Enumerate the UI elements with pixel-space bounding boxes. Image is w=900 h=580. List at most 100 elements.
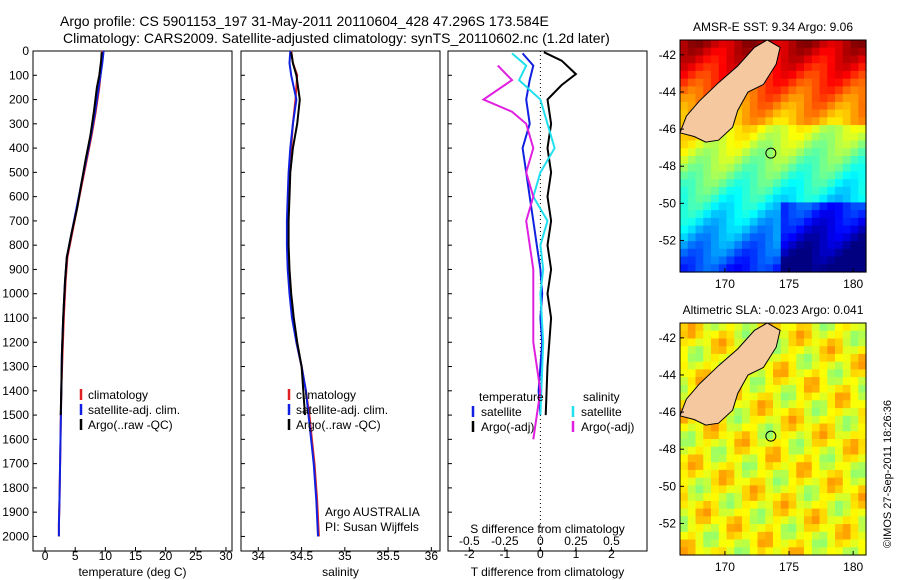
map-cell xyxy=(788,485,797,494)
map-cell xyxy=(742,210,751,219)
map-cell xyxy=(718,140,728,149)
map-cell xyxy=(749,323,759,332)
map-cell xyxy=(788,547,797,556)
map-cell xyxy=(711,241,720,250)
y-tick-label: 300 xyxy=(9,117,29,131)
map-cell xyxy=(695,423,704,432)
map-cell xyxy=(804,408,813,417)
map-cell xyxy=(742,408,751,417)
map-cell xyxy=(858,524,867,533)
map-cell xyxy=(703,194,712,203)
map-cell xyxy=(827,86,836,95)
map-cell xyxy=(757,392,766,401)
map-cell xyxy=(765,508,774,517)
map-cell xyxy=(680,101,689,111)
map-cell xyxy=(842,156,852,165)
map-cell xyxy=(749,485,759,494)
map-cell xyxy=(703,524,712,533)
map-cell xyxy=(703,469,712,479)
map-cell xyxy=(858,454,867,463)
map-cell xyxy=(796,384,805,394)
y-tick-label: 600 xyxy=(9,190,29,204)
map-cell xyxy=(734,210,743,219)
map-cell xyxy=(703,233,712,242)
map-cell xyxy=(835,439,844,448)
map-cell xyxy=(703,353,712,363)
map-cell xyxy=(819,446,828,455)
map-cell xyxy=(804,377,813,386)
map-cell xyxy=(742,125,751,134)
map-cell xyxy=(749,431,759,440)
map-cell xyxy=(804,70,813,80)
map-cell xyxy=(842,63,852,72)
x-tick-label: 2 xyxy=(608,547,615,561)
y-tick-label: 0 xyxy=(22,44,29,58)
map-cell xyxy=(742,241,751,250)
map-cell xyxy=(703,241,712,250)
map-cell xyxy=(811,485,821,494)
map-cell xyxy=(804,454,813,463)
map-cell xyxy=(796,353,805,363)
map-cell xyxy=(687,217,697,227)
map-cell xyxy=(827,446,836,455)
map-cell xyxy=(835,330,844,339)
map-cell xyxy=(858,256,867,265)
map-cell xyxy=(680,248,689,258)
map-cell xyxy=(695,156,704,165)
map-cell xyxy=(695,225,704,234)
map-cell xyxy=(718,225,728,234)
map-cell xyxy=(842,539,852,548)
map-cell xyxy=(796,408,805,417)
map-cell xyxy=(749,248,759,258)
map-cell xyxy=(819,148,828,157)
map-cell xyxy=(788,400,797,409)
map-cell xyxy=(757,400,766,409)
map-cell xyxy=(687,493,697,502)
map-cell xyxy=(804,125,813,134)
map-cell xyxy=(742,392,751,401)
map-cell xyxy=(757,477,766,486)
map-cell xyxy=(726,547,735,556)
map-cell xyxy=(819,377,828,386)
map-cell xyxy=(749,241,759,250)
map-cell xyxy=(811,524,821,533)
map-cell xyxy=(835,539,844,548)
map-cell xyxy=(765,531,774,541)
map-cell xyxy=(796,330,805,339)
map-cell xyxy=(703,248,712,258)
map-cell xyxy=(835,233,844,242)
legend-label: satellite xyxy=(581,405,622,419)
map-cell xyxy=(811,539,821,548)
map-cell xyxy=(687,40,697,49)
map-cell xyxy=(749,132,759,142)
map-cell xyxy=(804,40,813,49)
map-cell xyxy=(788,47,797,56)
map-cell xyxy=(687,156,697,165)
map-cell xyxy=(858,531,867,541)
map-cell xyxy=(703,485,712,494)
map-cell xyxy=(687,132,697,142)
map-cell xyxy=(680,493,689,502)
map-cell xyxy=(827,264,836,273)
map-cell xyxy=(858,179,867,188)
map-cell xyxy=(796,392,805,401)
map-cell xyxy=(711,233,720,242)
map-cell xyxy=(780,346,790,355)
map-cell xyxy=(842,55,852,64)
map-cell xyxy=(804,78,813,87)
map-cell xyxy=(687,539,697,548)
map-cell xyxy=(773,500,782,510)
map-x-tick-label: 170 xyxy=(715,277,735,291)
map-cell xyxy=(695,500,704,510)
map-cell xyxy=(703,163,712,172)
map-cell xyxy=(687,78,697,87)
map-cell xyxy=(804,264,813,273)
map-cell xyxy=(788,55,797,64)
map-cell xyxy=(742,423,751,432)
map-cell xyxy=(757,415,766,425)
map-cell xyxy=(726,539,735,548)
map-cell xyxy=(842,233,852,242)
map-cell xyxy=(788,531,797,541)
map-cell xyxy=(780,194,790,203)
